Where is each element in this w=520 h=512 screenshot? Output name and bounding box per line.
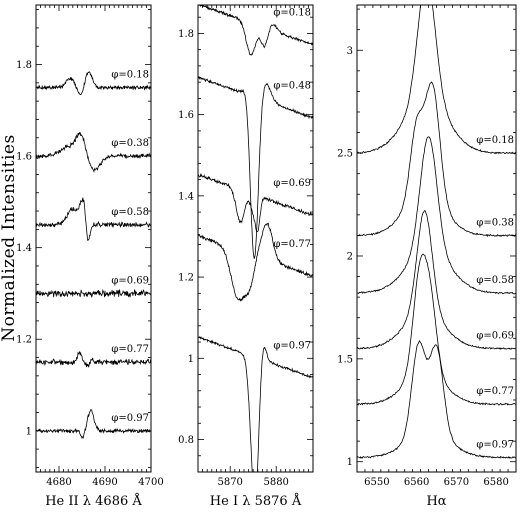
spectrum-line (357, 253, 516, 406)
spectrum-line (36, 350, 151, 368)
phase-label: φ=0.48 (273, 80, 311, 91)
y-tick-label: 3 (347, 46, 353, 57)
y-tick-label: 1 (188, 354, 194, 365)
x-axis-label: He I λ 5876 Å (210, 493, 302, 509)
y-axis-label: Normalized Intensities (0, 134, 19, 341)
x-tick-label: 4680 (46, 477, 71, 488)
phase-label: φ=0.38 (111, 138, 149, 149)
y-tick-label: 1.2 (178, 273, 194, 284)
phase-label: φ=0.97 (111, 413, 149, 424)
y-tick-label: 1.8 (16, 60, 32, 71)
spectrum-line (357, 339, 516, 459)
spectrum-line (357, 136, 516, 295)
y-tick-label: 1.6 (16, 152, 32, 163)
x-tick-label: 4690 (92, 477, 117, 488)
x-tick-label: 5870 (217, 477, 242, 488)
spectrum-line (198, 76, 313, 259)
phase-label: φ=0.18 (111, 69, 149, 80)
y-tick-label: 2 (347, 251, 353, 262)
phase-label: φ=0.18 (273, 7, 311, 18)
y-tick-label: 1 (26, 426, 32, 437)
x-tick-label: 6560 (404, 477, 429, 488)
y-tick-label: 1.6 (178, 110, 194, 121)
spectrum-line (36, 71, 151, 96)
panel-3: 6550 6560 6570 6580 1 1.5 2 2.5 3 Hα φ=0.18 φ=0.38 φ… (337, 4, 517, 509)
y-tick-label: 1.2 (16, 335, 32, 346)
y-tick-label: 1.4 (178, 191, 194, 202)
phase-label: φ=0.97 (476, 440, 514, 451)
phase-label: φ=0.77 (273, 239, 311, 250)
x-tick-label: 4700 (138, 477, 163, 488)
spectrum-line (36, 289, 151, 298)
panel-frame (35, 4, 152, 473)
phase-label: φ=0.38 (476, 217, 514, 228)
panel-2: 5870 5880 0.8 1 1.2 1.4 1.6 1.8 He I λ 5876 Å φ=0… (178, 4, 314, 509)
phase-label: φ=0.77 (111, 344, 149, 355)
x-tick-label: 6570 (444, 477, 469, 488)
phase-label: φ=0.69 (273, 178, 311, 189)
y-tick-label: 1.5 (337, 354, 353, 365)
x-tick-label: 6580 (483, 477, 508, 488)
phase-label: φ=0.77 (476, 386, 514, 397)
phase-label: φ=0.58 (476, 275, 514, 286)
y-tick-label: 2.5 (337, 149, 353, 160)
spectrum-line (36, 197, 151, 241)
y-tick-label: 0.8 (178, 435, 194, 446)
phase-label: φ=0.18 (476, 135, 514, 146)
x-axis-label: Hα (426, 494, 446, 509)
spectrum-line (36, 408, 151, 439)
panel-frame (197, 4, 314, 473)
phase-label: φ=0.69 (476, 331, 514, 342)
spectrum-line (198, 5, 313, 56)
spectrum-line (198, 335, 313, 472)
panel-frame (356, 4, 517, 473)
y-tick-label: 1 (347, 457, 353, 468)
spectrum-line (198, 173, 313, 233)
x-axis-label: He II λ 4686 Å (45, 493, 142, 509)
spectrum-line (357, 81, 516, 238)
phase-label: φ=0.58 (111, 207, 149, 218)
spectrum-line (357, 5, 516, 155)
y-tick-label: 1.8 (178, 29, 194, 40)
phase-label: φ=0.97 (273, 340, 311, 351)
spectrum-line (357, 210, 516, 351)
y-tick-label: 1.4 (16, 243, 32, 254)
panel-1: 4680 4690 4700 1 1.2 1.4 1.6 1.8 He II λ 4686 Å φ… (16, 4, 164, 509)
spectrum-line (198, 222, 313, 302)
phase-label: φ=0.69 (111, 275, 149, 286)
x-tick-label: 6550 (364, 477, 389, 488)
panels: 4680 4690 4700 1 1.2 1.4 1.6 1.8 He II λ 4686 Å φ… (16, 4, 517, 509)
spectrum-line (36, 131, 151, 173)
x-tick-label: 5880 (263, 477, 288, 488)
